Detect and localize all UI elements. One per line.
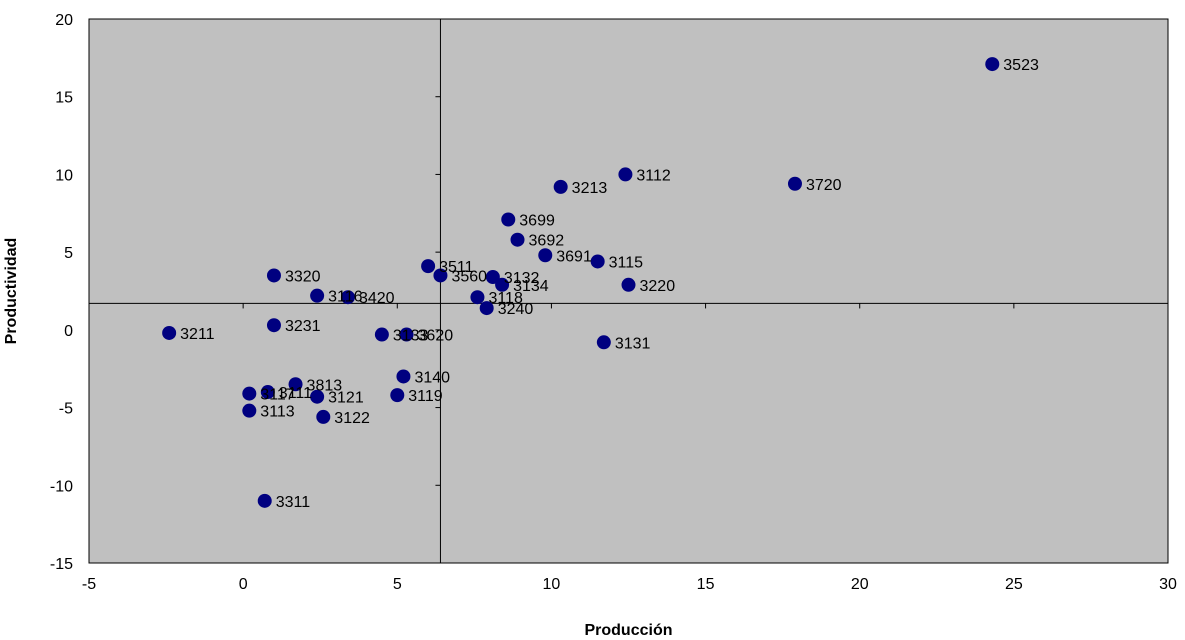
- x-tick-label: 20: [851, 576, 869, 593]
- x-tick-label: 10: [543, 576, 561, 593]
- data-point-3692: [510, 232, 525, 247]
- data-label-3132: 3132: [504, 270, 540, 287]
- y-tick-label: -15: [50, 556, 73, 573]
- data-point-3116: [310, 288, 325, 303]
- data-point-3115: [590, 254, 605, 269]
- data-label-3720: 3720: [806, 177, 842, 194]
- data-label-3134: 3134: [513, 278, 549, 295]
- data-label-3211: 3211: [180, 326, 215, 343]
- data-label-3813: 3813: [307, 377, 343, 394]
- data-point-3620: [399, 327, 414, 342]
- y-tick-label: 10: [55, 167, 73, 184]
- data-label-3240: 3240: [498, 301, 534, 318]
- data-point-3111: [260, 385, 275, 400]
- data-label-3320: 3320: [285, 268, 321, 285]
- x-axis-title: Producción: [584, 622, 672, 639]
- x-tick-label: 15: [697, 576, 715, 593]
- data-label-3118: 3118: [488, 290, 523, 307]
- data-point-3133: [374, 327, 389, 342]
- data-label-3511: 3511: [439, 259, 474, 276]
- data-point-3132: [485, 270, 500, 285]
- data-point-3320: [266, 268, 281, 283]
- x-tick-label: 25: [1005, 576, 1023, 593]
- y-tick-label: 5: [64, 245, 73, 262]
- data-point-3231: [266, 318, 281, 333]
- data-point-3699: [501, 212, 516, 227]
- data-point-3113: [242, 403, 257, 418]
- data-label-3111: 3111: [279, 385, 312, 402]
- data-label-3115: 3115: [609, 254, 644, 271]
- data-point-3213: [553, 179, 568, 194]
- x-tick-label: 0: [239, 576, 248, 593]
- data-label-3620: 3620: [418, 328, 454, 345]
- data-point-3511: [421, 259, 436, 274]
- data-label-3692: 3692: [529, 233, 565, 250]
- y-tick-label: 0: [64, 323, 73, 340]
- y-axis-title: Productividad: [3, 238, 20, 345]
- data-label-3420: 3420: [359, 290, 395, 307]
- y-tick-label: 20: [55, 12, 73, 29]
- data-label-3121: 3121: [328, 390, 364, 407]
- y-tick-label: -5: [59, 401, 73, 418]
- data-label-3523: 3523: [1003, 57, 1039, 74]
- data-point-3523: [985, 57, 1000, 72]
- data-point-3560: [433, 268, 448, 283]
- data-point-3220: [621, 277, 636, 292]
- data-point-3311: [257, 493, 272, 508]
- data-point-3813: [288, 377, 303, 392]
- data-point-3131: [596, 335, 611, 350]
- data-label-3131: 3131: [615, 335, 651, 352]
- data-label-3140: 3140: [414, 369, 450, 386]
- data-point-3134: [495, 277, 510, 292]
- data-label-3560: 3560: [451, 268, 487, 285]
- data-label-3113: 3113: [260, 404, 295, 421]
- x-tick-label: -5: [82, 576, 96, 593]
- data-label-3691: 3691: [556, 248, 592, 265]
- y-tick-label: -10: [50, 478, 73, 495]
- x-tick-label: 5: [393, 576, 402, 593]
- y-tick-label: 15: [55, 90, 73, 107]
- data-point-3691: [538, 248, 553, 263]
- data-label-3116: 3116: [328, 289, 363, 306]
- data-point-3112: [618, 167, 633, 182]
- data-point-3140: [396, 369, 411, 384]
- data-label-3122: 3122: [334, 410, 370, 427]
- data-label-3699: 3699: [519, 213, 555, 230]
- axis-ticks: -5 0 5 10 15 20 25 30 -15 -10 -5 0 5 10 15 20: [50, 12, 1177, 593]
- data-point-3117: [242, 386, 257, 401]
- data-label-3213: 3213: [572, 180, 608, 197]
- data-point-3211: [162, 325, 177, 340]
- data-point-3240: [479, 301, 494, 316]
- data-point-3118: [470, 290, 485, 305]
- data-point-3121: [310, 389, 325, 404]
- data-label-3220: 3220: [640, 278, 676, 295]
- crosshair-lines: [89, 19, 1168, 563]
- data-points: [162, 57, 1000, 508]
- data-label-3112: 3112: [636, 167, 671, 184]
- data-point-3119: [390, 388, 405, 403]
- data-point-3720: [787, 176, 802, 191]
- data-label-3311: 3311: [276, 494, 311, 511]
- data-label-3119: 3119: [408, 388, 443, 405]
- data-label-3117: 3117: [260, 387, 295, 404]
- data-label-3231: 3231: [285, 318, 321, 335]
- data-point-3420: [340, 290, 355, 305]
- data-label-3133: 3133: [393, 328, 429, 345]
- x-tick-label: 30: [1159, 576, 1177, 593]
- data-point-3122: [316, 409, 331, 424]
